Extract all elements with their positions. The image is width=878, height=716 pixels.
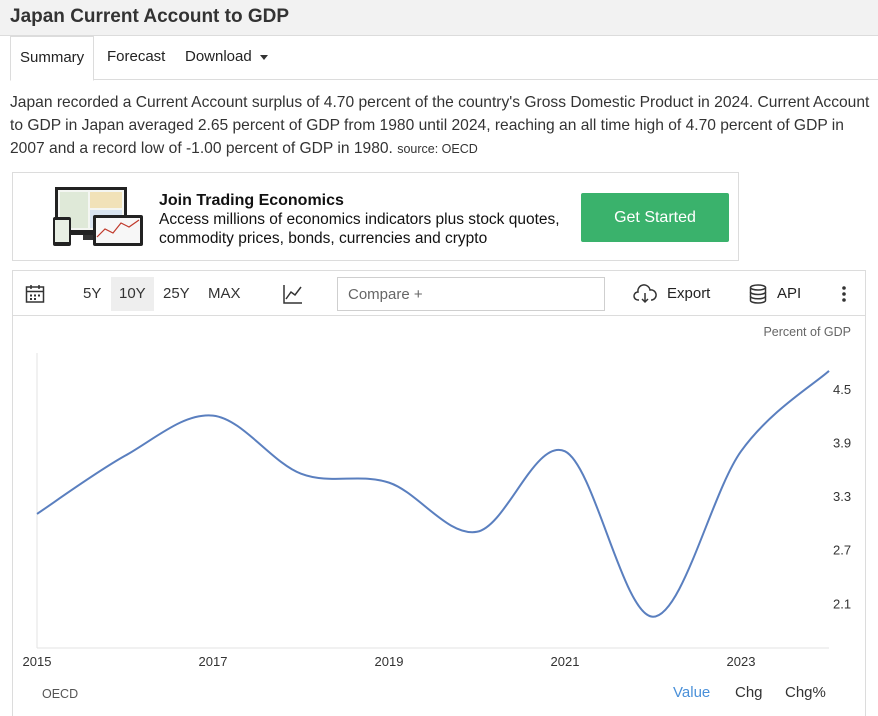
- range-max[interactable]: MAX: [208, 285, 241, 302]
- mode-chg[interactable]: Chg: [735, 684, 763, 701]
- description: Japan recorded a Current Account surplus…: [10, 91, 872, 161]
- description-source: source: OECD: [397, 142, 478, 156]
- mode-value[interactable]: Value: [673, 684, 711, 701]
- range-25y[interactable]: 25Y: [163, 285, 190, 302]
- devices-icon: [53, 187, 143, 246]
- calendar-icon[interactable]: [25, 284, 45, 304]
- description-text: Japan recorded a Current Account surplus…: [10, 94, 870, 157]
- range-10y[interactable]: 10Y: [111, 277, 154, 311]
- chart-toolbar: 5Y 10Y 25Y MAX Export API: [12, 270, 866, 316]
- x-tick-label: 2017: [199, 654, 228, 669]
- database-icon[interactable]: [749, 284, 767, 304]
- chart-unit-label: Percent of GDP: [763, 325, 851, 339]
- x-tick-label: 2021: [551, 654, 580, 669]
- compare-input[interactable]: [337, 277, 605, 311]
- promo-banner: Join Trading Economics Access millions o…: [12, 172, 739, 261]
- tab-summary[interactable]: Summary: [10, 36, 95, 81]
- chart-source: OECD: [42, 687, 79, 701]
- promo-text: Access millions of economics indicators …: [159, 211, 560, 247]
- tab-download[interactable]: Download: [185, 36, 268, 80]
- series-line: [36, 370, 830, 618]
- tab-bar: Summary Forecast Download: [10, 36, 878, 81]
- y-tick-label: 3.9: [833, 435, 851, 450]
- tab-forecast[interactable]: Forecast: [107, 48, 166, 65]
- x-tick-label: 2019: [375, 654, 404, 669]
- more-vertical-icon[interactable]: [839, 284, 849, 304]
- tab-download-label: Download: [185, 48, 252, 65]
- cloud-download-icon[interactable]: [633, 284, 657, 304]
- range-5y[interactable]: 5Y: [83, 285, 102, 302]
- y-tick-label: 2.7: [833, 543, 851, 558]
- y-tick-label: 2.1: [833, 596, 851, 611]
- line-chart: 4.5 3.9 3.3 2.7 2.1 2015 2017 2019 2021 2023: [23, 353, 851, 669]
- chart-area: Percent of GDP 4.5 3.9 3.3 2.7 2.1 2015 2017 20…: [12, 316, 866, 716]
- mode-chg-pct[interactable]: Chg%: [785, 684, 826, 701]
- export-button[interactable]: Export: [667, 285, 711, 302]
- y-tick-label: 4.5: [833, 382, 851, 397]
- y-tick-label: 3.3: [833, 489, 851, 504]
- page-title: Japan Current Account to GDP: [10, 6, 290, 27]
- get-started-button[interactable]: Get Started: [581, 193, 729, 242]
- x-tick-label: 2023: [727, 654, 756, 669]
- caret-down-icon: [259, 54, 268, 60]
- header-bar: Japan Current Account to GDP: [0, 0, 878, 36]
- x-tick-label: 2015: [23, 654, 52, 669]
- line-chart-icon[interactable]: [283, 284, 303, 304]
- promo-title: Join Trading Economics: [159, 192, 344, 209]
- api-button[interactable]: API: [777, 285, 802, 302]
